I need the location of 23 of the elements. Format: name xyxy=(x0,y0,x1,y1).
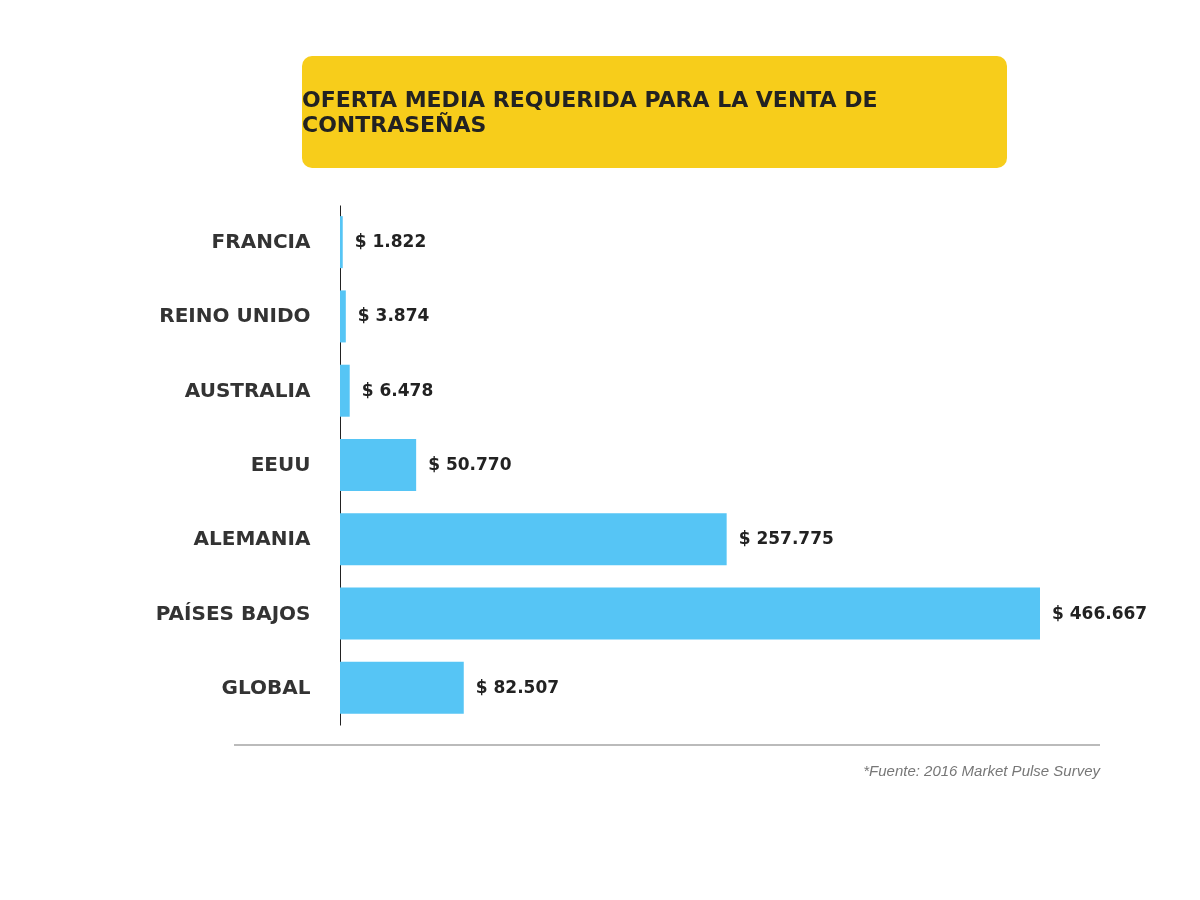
bar xyxy=(340,290,346,343)
data-label: $ 3.874 xyxy=(357,305,430,326)
data-label: $ 257.775 xyxy=(738,528,834,549)
y-tick-label: REINO UNIDO xyxy=(159,303,311,328)
y-tick-label: FRANCIA xyxy=(211,229,312,254)
y-tick-label: AUSTRALIA xyxy=(184,377,312,402)
chart-title: OFERTA MEDIA REQUERIDA PARA LA VENTA DE CONTRASEÑAS xyxy=(302,56,1007,168)
y-tick-label: PAÍSES BAJOS xyxy=(155,600,311,625)
bar xyxy=(340,587,1040,640)
y-tick-label: EEUU xyxy=(250,452,311,476)
data-label: $ 466.667 xyxy=(1052,602,1148,623)
data-label: $ 50.770 xyxy=(428,454,512,474)
bar xyxy=(340,661,464,714)
text: *Fuente: 2016 Market Pulse Survey xyxy=(862,762,1100,779)
y-tick-label: GLOBAL xyxy=(221,674,311,699)
bar xyxy=(340,439,417,491)
data-label: $ 1.822 xyxy=(354,231,427,252)
data-label: $ 82.507 xyxy=(475,676,560,697)
bar xyxy=(340,364,350,417)
bar xyxy=(340,513,727,566)
bar xyxy=(340,216,343,269)
y-tick-label: ALEMANIA xyxy=(193,526,312,551)
data-label: $ 6.478 xyxy=(361,379,434,400)
